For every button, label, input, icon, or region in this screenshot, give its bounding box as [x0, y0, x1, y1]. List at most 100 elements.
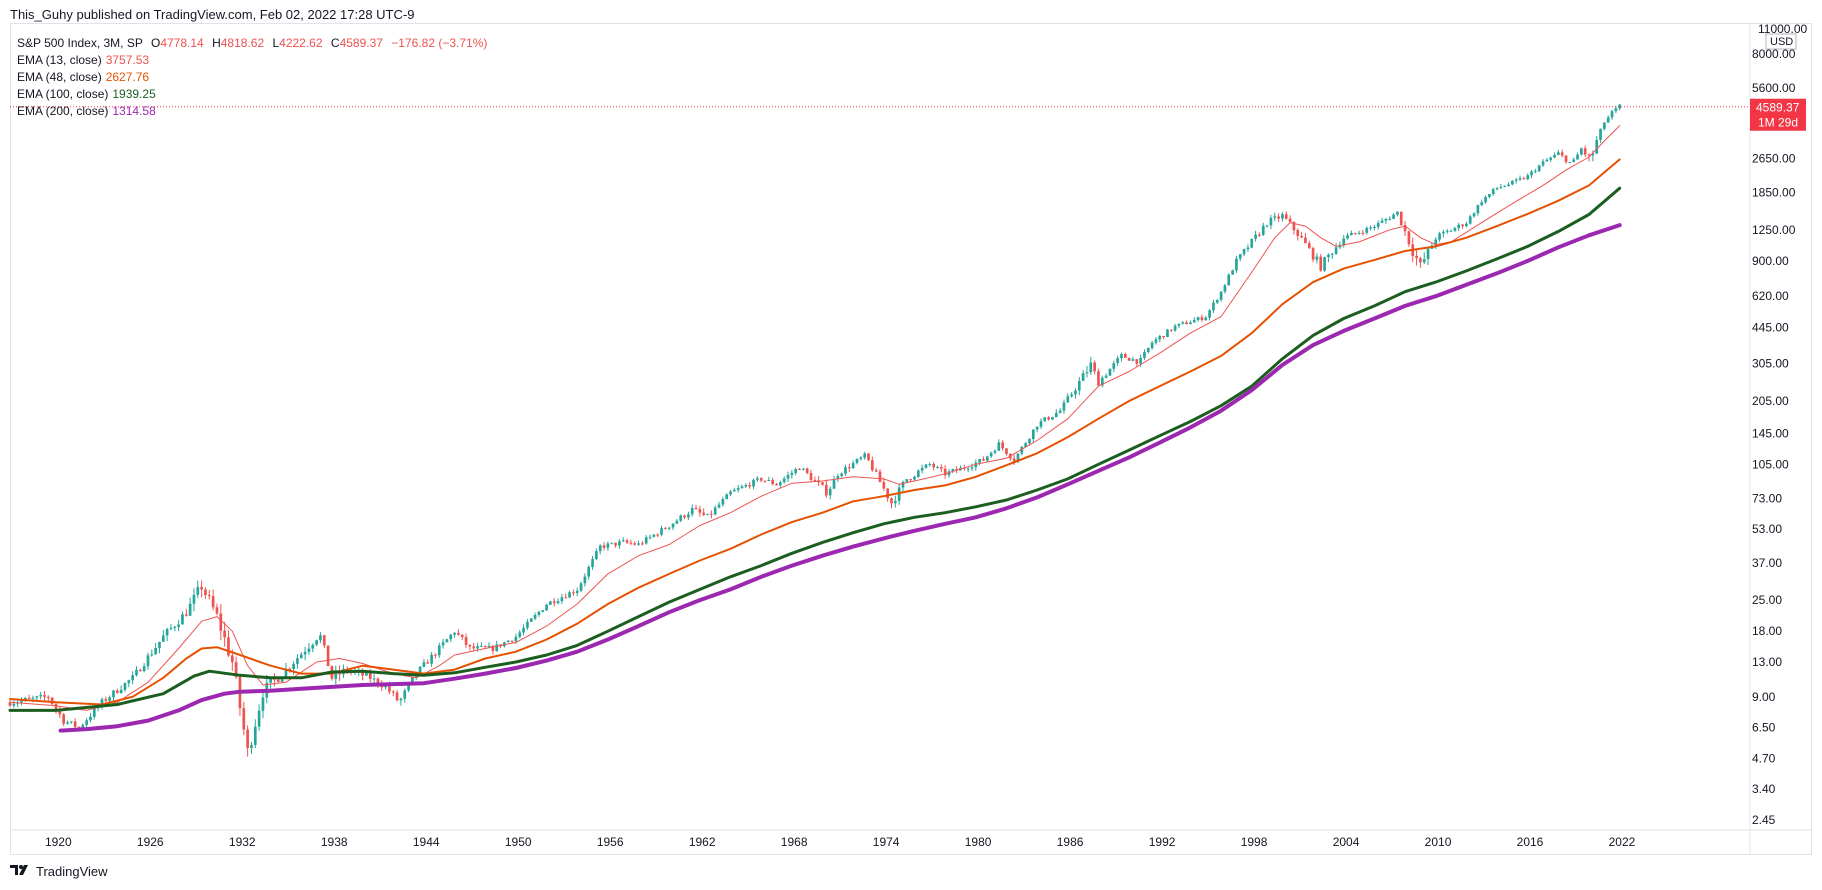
candle-body: [798, 469, 801, 471]
candle-body: [1081, 373, 1085, 381]
candle-body: [1066, 396, 1070, 403]
candle-body: [319, 635, 322, 641]
candle-body: [997, 442, 1001, 451]
candle-body: [368, 673, 372, 679]
price-tick-label: 445.00: [1752, 321, 1789, 335]
candle-body: [1058, 410, 1062, 413]
price-axis[interactable]: 2.45 3.40 4.70 6.50 9.00 13.00 18.00 25.00 37.00…: [1749, 24, 1796, 855]
legend-ema-48[interactable]: EMA (48, close) 2627.76: [17, 69, 487, 86]
candle-body: [464, 637, 468, 645]
candle-body: [1445, 230, 1449, 232]
candle-body: [1116, 358, 1119, 364]
candle-body: [27, 697, 31, 699]
candle-body: [39, 695, 43, 697]
candle-body: [1587, 154, 1591, 156]
time-axis[interactable]: 1920 1926 1932 1938 1944 1950 1956 1962 1968 1974…: [10, 829, 1812, 849]
candle-body: [740, 486, 744, 489]
legend-ema-200[interactable]: EMA (200, close) 1314.58: [17, 103, 487, 120]
candle-body: [637, 543, 640, 545]
candle-body: [1173, 325, 1177, 331]
ema-line-100: [8, 186, 1622, 712]
time-tick-label: 1986: [1057, 835, 1084, 849]
candle-body: [1062, 402, 1066, 411]
candle-body: [227, 637, 230, 656]
candle-body: [1196, 317, 1200, 321]
candle-body: [127, 680, 131, 684]
candle-body: [1085, 372, 1089, 374]
bar-countdown-label: 1M 29d: [1758, 116, 1798, 130]
candle-body: [537, 611, 541, 615]
last-price-badge: 4589.37 1M 29d: [1750, 98, 1806, 131]
candle-body: [932, 464, 935, 468]
price-tick-label: 105.00: [1752, 457, 1789, 471]
candle-body: [104, 699, 108, 701]
candle-body: [552, 601, 556, 604]
candle-body: [1074, 390, 1077, 395]
candle-body: [1480, 202, 1484, 206]
candle-body: [1484, 197, 1487, 203]
candle-body: [1415, 255, 1418, 259]
footer[interactable]: TradingView: [10, 864, 108, 879]
legend: S&P 500 Index, 3M, SP O4778.14 H4818.62 …: [17, 35, 487, 120]
candle-body: [1503, 185, 1507, 187]
candle-body: [1365, 227, 1369, 233]
candle-body: [315, 640, 318, 645]
candle-body: [618, 541, 621, 546]
candle-body: [725, 494, 729, 500]
legend-ema-100[interactable]: EMA (100, close) 1939.25: [17, 86, 487, 103]
time-tick-label: 1920: [45, 835, 72, 849]
candle-body: [1100, 377, 1104, 386]
candle-body: [698, 509, 702, 513]
high-label: H: [212, 36, 221, 50]
chart-frame: [10, 23, 1812, 855]
candle-body: [1468, 216, 1472, 224]
candle-body: [1514, 179, 1518, 181]
candle-body: [748, 485, 752, 487]
price-tick-label: 73.00: [1752, 492, 1782, 506]
candle-body: [12, 703, 16, 706]
candle-body: [1541, 161, 1545, 166]
legend-main-row[interactable]: S&P 500 Index, 3M, SP O4778.14 H4818.62 …: [17, 35, 487, 52]
candle-body: [1330, 253, 1334, 255]
candle-body: [821, 482, 824, 485]
candle-body: [142, 666, 146, 672]
candle-body: [242, 708, 246, 730]
candle-body: [644, 537, 648, 544]
candle-body: [434, 654, 437, 656]
candle-body: [1039, 421, 1043, 427]
legend-ema-13[interactable]: EMA (13, close) 3757.53: [17, 52, 487, 69]
candle-body: [322, 635, 326, 646]
candle-body: [1476, 205, 1480, 214]
candle-body: [246, 729, 249, 749]
candle-body: [1281, 214, 1284, 219]
candle-body: [89, 716, 92, 721]
candle-body: [1150, 342, 1154, 348]
candle-body: [150, 654, 154, 656]
candle-body: [756, 478, 759, 480]
candle-body: [403, 690, 407, 699]
price-tick-label: 2650.00: [1752, 152, 1796, 166]
candle-body: [828, 488, 832, 496]
currency-badge[interactable]: USD: [1765, 33, 1797, 50]
candle-body: [1020, 446, 1024, 454]
candle-body: [1043, 417, 1047, 422]
candle-body: [606, 543, 610, 548]
candle-body: [767, 480, 771, 482]
candle-body: [437, 645, 441, 656]
candle-body: [1012, 458, 1016, 462]
candle-body: [893, 500, 897, 504]
candle-body: [1557, 152, 1560, 155]
candle-body: [897, 487, 901, 501]
candle-body: [1599, 128, 1602, 140]
candle-body: [77, 726, 81, 728]
candle-body: [1580, 148, 1583, 155]
price-tick-label: 145.00: [1752, 427, 1789, 441]
footer-brand: TradingView: [36, 864, 108, 879]
open-label: O: [150, 36, 161, 50]
candle-body: [1434, 239, 1438, 246]
price-tick-label: 37.00: [1752, 556, 1782, 570]
candle-body: [974, 462, 978, 468]
candle-body: [372, 678, 376, 680]
candle-body: [1166, 329, 1169, 338]
